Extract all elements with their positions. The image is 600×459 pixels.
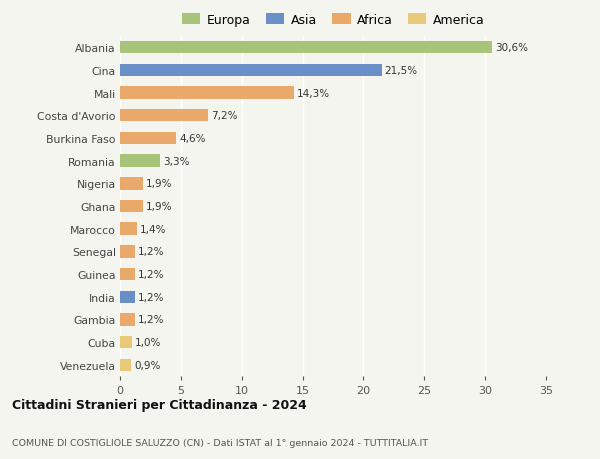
Text: Cittadini Stranieri per Cittadinanza - 2024: Cittadini Stranieri per Cittadinanza - 2… bbox=[12, 398, 307, 412]
Text: COMUNE DI COSTIGLIOLE SALUZZO (CN) - Dati ISTAT al 1° gennaio 2024 - TUTTITALIA.: COMUNE DI COSTIGLIOLE SALUZZO (CN) - Dat… bbox=[12, 438, 428, 447]
Bar bbox=[120, 313, 134, 326]
Bar bbox=[120, 132, 176, 145]
Bar bbox=[120, 291, 134, 303]
Bar bbox=[120, 178, 143, 190]
Bar bbox=[120, 42, 493, 54]
Text: 1,0%: 1,0% bbox=[135, 337, 161, 347]
Text: 0,9%: 0,9% bbox=[134, 360, 160, 370]
Legend: Europa, Asia, Africa, America: Europa, Asia, Africa, America bbox=[176, 9, 490, 32]
Bar bbox=[120, 246, 134, 258]
Bar bbox=[120, 359, 131, 371]
Text: 1,2%: 1,2% bbox=[137, 247, 164, 257]
Bar bbox=[120, 155, 160, 168]
Text: 7,2%: 7,2% bbox=[211, 111, 237, 121]
Bar bbox=[120, 336, 132, 349]
Text: 1,2%: 1,2% bbox=[137, 315, 164, 325]
Text: 30,6%: 30,6% bbox=[496, 43, 529, 53]
Text: 1,2%: 1,2% bbox=[137, 292, 164, 302]
Text: 4,6%: 4,6% bbox=[179, 134, 206, 144]
Text: 1,9%: 1,9% bbox=[146, 179, 173, 189]
Bar bbox=[120, 223, 137, 235]
Text: 1,9%: 1,9% bbox=[146, 202, 173, 212]
Text: 1,2%: 1,2% bbox=[137, 269, 164, 280]
Text: 21,5%: 21,5% bbox=[385, 66, 418, 76]
Bar bbox=[120, 64, 382, 77]
Bar bbox=[120, 268, 134, 281]
Text: 3,3%: 3,3% bbox=[163, 156, 190, 166]
Bar bbox=[120, 200, 143, 213]
Text: 1,4%: 1,4% bbox=[140, 224, 167, 234]
Bar bbox=[120, 87, 294, 100]
Bar bbox=[120, 110, 208, 122]
Text: 14,3%: 14,3% bbox=[297, 88, 330, 98]
